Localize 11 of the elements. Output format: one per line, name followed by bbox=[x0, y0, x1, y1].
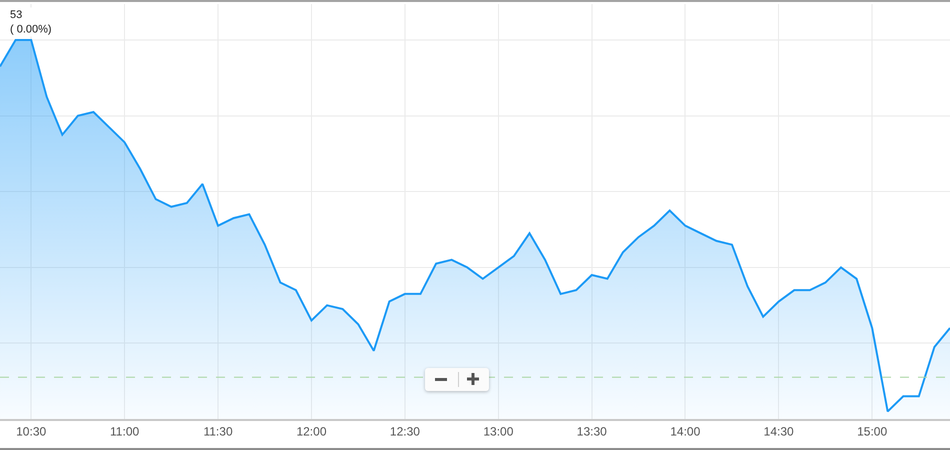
x-tick-label: 14:30 bbox=[764, 424, 794, 438]
x-tick-label: 13:00 bbox=[483, 424, 514, 438]
x-tick-label: 13:30 bbox=[576, 424, 608, 438]
x-tick-label: 11:30 bbox=[203, 424, 233, 438]
x-tick-label: 14:00 bbox=[670, 424, 701, 438]
x-tick-label: 15:00 bbox=[857, 424, 888, 438]
x-tick-label: 10:30 bbox=[16, 424, 46, 438]
x-tick-label: 12:00 bbox=[296, 424, 327, 438]
annotation: 53 ( 0.00%) bbox=[10, 9, 52, 36]
x-tick-label: 12:30 bbox=[390, 424, 420, 438]
x-tick-label: 11:00 bbox=[110, 424, 140, 438]
